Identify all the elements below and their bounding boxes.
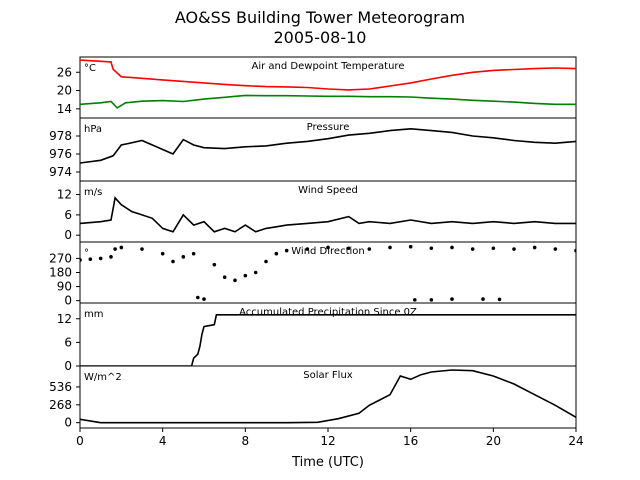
pressure-unit-label: hPa — [84, 124, 102, 135]
pressure-title: Pressure — [307, 122, 350, 133]
wind-direction-point — [160, 251, 165, 256]
pressure-ytick-label: 976 — [49, 147, 72, 161]
x-tick-label: 12 — [320, 434, 335, 448]
wind-direction-point — [497, 297, 502, 302]
accumulated-precipitation-since-0z-title: Accumulated Precipitation Since 0Z — [239, 307, 417, 318]
wind-direction-point — [119, 245, 124, 250]
air-and-dewpoint-temperature-series-line-0 — [80, 59, 576, 91]
wind-direction-ytick-label: 180 — [49, 266, 72, 280]
solar-flux-series-line-0 — [80, 369, 576, 424]
wind-direction-unit-label: ° — [84, 248, 89, 259]
wind-direction-point — [481, 297, 485, 301]
wind-direction-point — [429, 246, 434, 251]
figure-subtitle: 2005-08-10 — [273, 28, 367, 47]
pressure-ytick-label: 974 — [49, 165, 72, 179]
air-and-dewpoint-temperature-ytick-label: 20 — [57, 84, 72, 98]
solar-flux-ytick-label: 0 — [64, 416, 72, 430]
x-tick-label: 8 — [242, 434, 250, 448]
accumulated-precipitation-since-0z-ytick-label: 0 — [64, 359, 72, 373]
wind-direction-point — [222, 275, 227, 279]
wind-direction-point — [109, 255, 113, 259]
x-tick-label: 16 — [403, 434, 418, 448]
wind-speed-unit-label: m/s — [84, 187, 102, 198]
air-and-dewpoint-temperature-unit-label: °C — [84, 63, 96, 74]
air-and-dewpoint-temperature-title: Air and Dewpoint Temperature — [252, 61, 405, 72]
wind-direction-point — [88, 257, 93, 262]
wind-direction-point — [274, 251, 279, 256]
wind-direction-ytick-label: 90 — [57, 280, 72, 294]
pressure-ytick-label: 978 — [49, 129, 72, 143]
solar-flux-unit-label: W/m^2 — [84, 372, 122, 383]
x-tick-label: 24 — [568, 434, 583, 448]
wind-speed-title: Wind Speed — [298, 185, 358, 196]
wind-direction-point — [450, 245, 454, 250]
wind-speed-ytick-label: 6 — [64, 208, 72, 222]
accumulated-precipitation-since-0z-ytick-label: 12 — [57, 312, 72, 326]
wind-speed-series-line-0 — [80, 196, 576, 233]
wind-direction-point — [233, 278, 237, 283]
solar-flux-ytick-label: 268 — [49, 398, 72, 412]
wind-direction-point — [80, 258, 82, 262]
wind-direction-point — [388, 245, 392, 250]
wind-direction-point — [450, 297, 454, 301]
wind-direction-point — [191, 251, 196, 256]
x-axis-label: Time (UTC) — [291, 455, 364, 470]
air-and-dewpoint-temperature-series-line-1 — [80, 94, 576, 109]
wind-speed-ytick-label: 12 — [57, 188, 72, 202]
figure-title: AO&SS Building Tower Meteorogram — [174, 8, 466, 27]
air-and-dewpoint-temperature-ytick-label: 14 — [57, 102, 72, 116]
solar-flux-ytick-label: 536 — [49, 380, 72, 394]
wind-direction-point — [553, 247, 558, 251]
wind-direction-point — [113, 247, 117, 251]
x-tick-label: 0 — [76, 434, 84, 448]
wind-direction-point — [470, 247, 475, 251]
x-tick-label: 20 — [486, 434, 501, 448]
wind-direction-ytick-label: 0 — [64, 294, 72, 308]
accumulated-precipitation-since-0z-unit-label: mm — [84, 309, 103, 320]
wind-direction-point — [346, 246, 351, 251]
accumulated-precipitation-since-0z-ytick-label: 6 — [64, 335, 72, 349]
wind-direction-point — [181, 255, 186, 259]
wind-direction-point — [212, 262, 217, 267]
wind-direction-point — [512, 247, 516, 251]
wind-direction-point — [98, 256, 103, 261]
wind-direction-point — [532, 245, 537, 250]
wind-direction-ytick-label: 270 — [49, 251, 72, 265]
wind-direction-point — [367, 247, 372, 251]
wind-direction-point — [326, 245, 330, 250]
wind-direction-point — [253, 270, 258, 275]
accumulated-precipitation-since-0z-series-line-0 — [80, 314, 576, 366]
air-and-dewpoint-temperature-ytick-label: 26 — [57, 65, 72, 79]
wind-direction-point — [202, 297, 206, 301]
wind-speed-ytick-label: 0 — [64, 228, 72, 242]
wind-direction-point — [429, 298, 434, 302]
pressure-series-line-0 — [80, 127, 576, 164]
wind-direction-point — [284, 248, 289, 253]
wind-direction-point — [171, 259, 175, 264]
solar-flux-title: Solar Flux — [303, 370, 353, 381]
wind-direction-point — [413, 298, 417, 302]
wind-direction-point — [574, 248, 576, 253]
wind-direction-point — [243, 273, 248, 278]
wind-direction-point — [408, 244, 413, 249]
wind-direction-point — [491, 246, 496, 251]
wind-direction-point — [305, 247, 310, 251]
wind-direction-point — [140, 247, 144, 251]
wind-direction-point — [264, 259, 268, 264]
x-tick-label: 4 — [159, 434, 167, 448]
wind-direction-point — [196, 295, 200, 300]
wind-direction-title: Wind Direction — [291, 246, 365, 257]
